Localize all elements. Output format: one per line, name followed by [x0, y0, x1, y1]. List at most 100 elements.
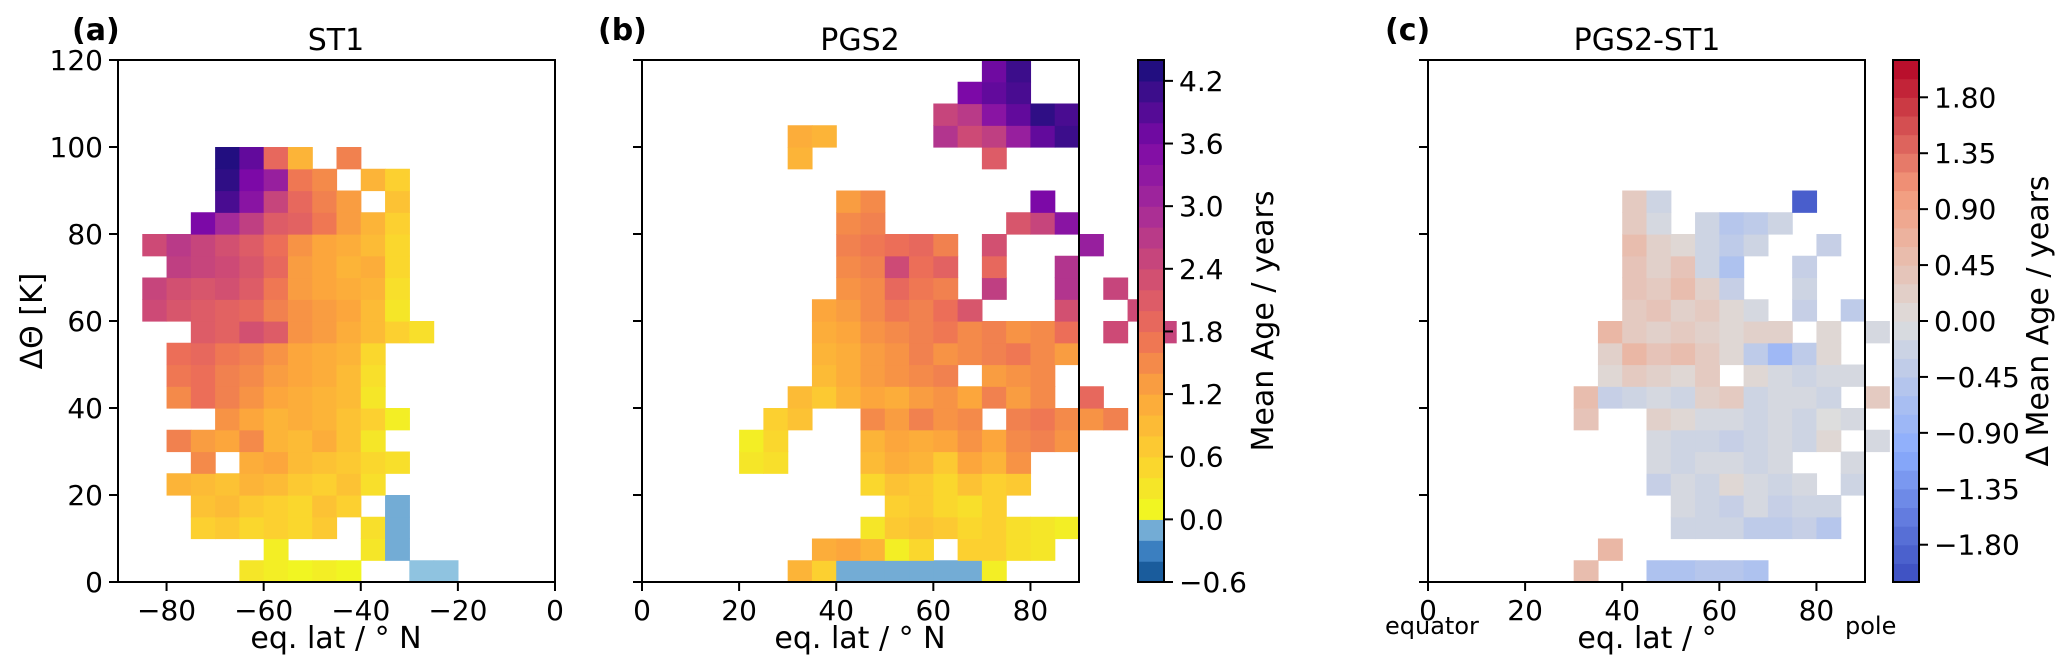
- heatmap-cell: [263, 386, 289, 409]
- heatmap-cell: [263, 147, 289, 170]
- heatmap-cell: [981, 516, 1007, 540]
- colorbar-mean-age-swatches: [1138, 60, 1164, 583]
- heatmap-cell: [385, 168, 410, 192]
- heatmap-cell: [981, 538, 1007, 561]
- heatmap-cell: [1792, 255, 1818, 279]
- heatmap-cell: [1573, 386, 1599, 409]
- heatmap-cell: [981, 103, 1007, 126]
- heatmap-cell: [166, 277, 192, 300]
- x-tick-label: −60: [234, 594, 293, 627]
- heatmap-cell: [909, 538, 934, 561]
- heatmap-cell: [884, 321, 910, 344]
- colorbar-swatch: [1138, 227, 1164, 249]
- colorbar-delta-mean-age-swatches: [1893, 60, 1919, 583]
- heatmap-cell: [836, 560, 862, 583]
- heatmap-cell: [312, 299, 338, 322]
- x-tick-label: 0: [633, 594, 651, 627]
- heatmap-cell: [957, 516, 983, 540]
- heatmap-cell: [312, 473, 338, 496]
- colorbar-swatch: [1138, 352, 1164, 374]
- heatmap-cell: [1816, 321, 1842, 344]
- heatmap-cell: [1816, 234, 1842, 257]
- heatmap-cell: [836, 342, 862, 366]
- x-tick-label: 80: [1013, 594, 1049, 627]
- y-tick-label: 100: [50, 131, 103, 164]
- heatmap-cell: [1719, 495, 1745, 518]
- panel-a-y-axis-label: ΔΘ [K]: [15, 273, 50, 370]
- heatmap-cell: [166, 429, 192, 453]
- heatmap-cell: [239, 429, 265, 453]
- heatmap-cell: [884, 234, 910, 257]
- colorbar-swatch: [1893, 451, 1919, 471]
- colorbar-swatch: [1893, 190, 1919, 210]
- heatmap-cell: [1719, 386, 1745, 409]
- heatmap-cell: [860, 299, 886, 322]
- colorbar-delta-mean-age-label: Δ Mean Age / years: [2021, 175, 2056, 466]
- heatmap-cell: [239, 364, 265, 387]
- colorbar-swatch: [1138, 435, 1164, 458]
- heatmap-cell: [287, 190, 313, 213]
- heatmap-cell: [933, 386, 959, 409]
- heatmap-cell: [1816, 386, 1842, 409]
- heatmap-cell: [763, 429, 789, 453]
- heatmap-cell: [263, 451, 289, 474]
- heatmap-cell: [981, 451, 1007, 474]
- colorbar-swatch: [1138, 164, 1164, 186]
- heatmap-cell: [336, 147, 362, 170]
- colorbar-tick-label: 1.80: [1934, 81, 1996, 114]
- heatmap-cell: [336, 321, 362, 344]
- heatmap-cell: [884, 451, 910, 474]
- heatmap-cell: [360, 342, 386, 366]
- heatmap-cell: [215, 408, 240, 431]
- heatmap-cell: [263, 516, 289, 540]
- heatmap-cell: [215, 386, 240, 409]
- heatmap-cell: [1103, 277, 1129, 300]
- heatmap-cell: [1695, 408, 1720, 431]
- heatmap-cell: [860, 560, 886, 583]
- heatmap-cell: [1670, 495, 1696, 518]
- heatmap-cell: [981, 255, 1007, 279]
- colorbar-tick-label: 3.0: [1179, 190, 1224, 223]
- heatmap-cell: [811, 364, 837, 387]
- heatmap-cell: [1054, 408, 1080, 431]
- heatmap-cell: [1792, 495, 1818, 518]
- heatmap-cell: [385, 255, 410, 279]
- colorbar-swatch: [1138, 101, 1164, 124]
- heatmap-cell: [1767, 342, 1793, 366]
- heatmap-cell: [263, 429, 289, 453]
- heatmap-cell: [287, 451, 313, 474]
- heatmap-cell: [981, 342, 1007, 366]
- colorbar-swatch: [1893, 153, 1919, 173]
- colorbar-tick-label: −1.35: [1934, 473, 2020, 506]
- heatmap-cell: [1646, 321, 1672, 344]
- heatmap-cell: [1865, 429, 1890, 453]
- heatmap-cell: [287, 168, 313, 192]
- x-tick-label: 20: [1507, 594, 1543, 627]
- heatmap-cell: [884, 299, 910, 322]
- heatmap-cell: [166, 255, 192, 279]
- heatmap-cell: [1006, 81, 1032, 105]
- heatmap-cell: [1719, 408, 1745, 431]
- colorbar-swatch: [1893, 302, 1919, 322]
- heatmap-cell: [933, 103, 959, 126]
- heatmap-cell: [981, 429, 1007, 453]
- heatmap-cell: [1646, 364, 1672, 387]
- heatmap-cell: [1670, 299, 1696, 322]
- heatmap-cell: [287, 429, 313, 453]
- heatmap-cell: [860, 386, 886, 409]
- heatmap-cell: [957, 408, 983, 431]
- heatmap-cell: [957, 125, 983, 148]
- heatmap-cell: [909, 342, 934, 366]
- heatmap-cell: [1792, 408, 1818, 431]
- heatmap-cell: [836, 299, 862, 322]
- x-tick-label: 0: [546, 594, 564, 627]
- colorbar-tick-label: 0.0: [1179, 503, 1224, 536]
- heatmap-cell: [1670, 255, 1696, 279]
- heatmap-cell: [763, 451, 789, 474]
- colorbar-swatch: [1138, 60, 1164, 82]
- heatmap-cell: [1767, 473, 1793, 496]
- heatmap-cell: [385, 234, 410, 257]
- heatmap-cell: [166, 299, 192, 322]
- heatmap-cell: [884, 364, 910, 387]
- heatmap-cell: [336, 429, 362, 453]
